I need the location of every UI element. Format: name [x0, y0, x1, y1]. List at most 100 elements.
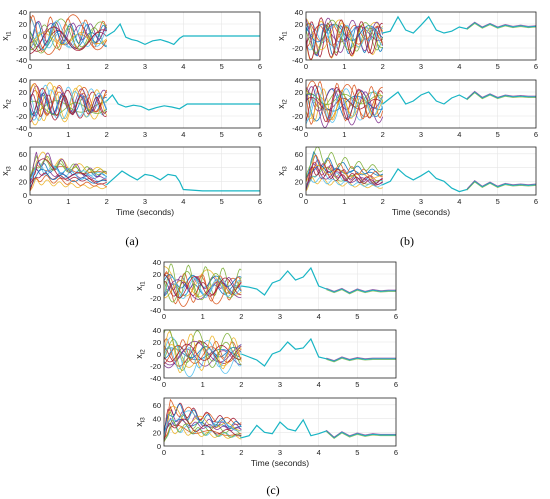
x-tick-label: 5: [496, 197, 500, 206]
y-tick-label: 0: [299, 191, 303, 200]
y-tick-label: 0: [157, 350, 161, 359]
agent-trajectory-line: [29, 175, 107, 190]
merged-series-line: [382, 15, 537, 34]
x-tick-label: 1: [342, 130, 346, 139]
agent-trajectory-line: [163, 403, 242, 434]
x-tick-label: 6: [394, 312, 398, 321]
merged-series-line: [241, 418, 396, 439]
agent-trajectory-line: [305, 164, 383, 183]
y-tick-label: 40: [153, 415, 161, 424]
x-tick-label: 5: [355, 448, 359, 457]
x-tick-label: 3: [419, 197, 423, 206]
merged-series-line: [382, 91, 536, 105]
y-tick-label: -40: [292, 124, 303, 133]
y-tick-label: 40: [295, 76, 303, 85]
y-tick-label: 40: [153, 258, 161, 267]
x-tick-label: 5: [496, 62, 500, 71]
x-tick-label: 0: [28, 197, 32, 206]
y-tick-label: -40: [16, 124, 27, 133]
agent-trajectory-line: [305, 176, 383, 190]
agent-trajectory-line: [163, 424, 242, 439]
converged-series-line: [466, 92, 536, 101]
agent-trajectory-line: [305, 84, 384, 123]
agent-trajectory-line: [29, 159, 107, 179]
x-tick-label: 1: [201, 448, 205, 457]
agent-trajectory-line: [29, 158, 107, 192]
y-tick-label: 0: [23, 100, 27, 109]
y-tick-label: 20: [295, 177, 303, 186]
x-tick-label: 0: [162, 312, 166, 321]
agent-trajectory-line: [305, 154, 383, 182]
y-tick-label: 60: [295, 150, 303, 159]
agent-trajectory-line: [305, 146, 383, 178]
y-tick-label: 60: [19, 150, 27, 159]
agent-trajectory-line: [305, 89, 384, 109]
x-tick-label: 4: [317, 380, 321, 389]
agent-trajectory-line: [163, 331, 242, 373]
y-tick-label: 20: [19, 88, 27, 97]
y-tick-label: 20: [19, 20, 27, 29]
y-tick-label: -20: [16, 44, 27, 53]
y-axis-label: xi3: [0, 166, 13, 176]
x-tick-label: 2: [381, 197, 385, 206]
x-tick-label: 4: [181, 62, 185, 71]
y-tick-label: -20: [292, 44, 303, 53]
converged-series-line: [466, 90, 536, 99]
axes-box: [163, 397, 397, 447]
y-axis-label: xi2: [0, 99, 13, 109]
agent-trajectory-line: [305, 80, 384, 126]
agent-trajectory-line: [163, 344, 242, 365]
y-tick-label: -40: [150, 306, 161, 315]
agent-trajectory-line: [305, 92, 384, 121]
axes-box: [163, 261, 397, 311]
converged-series-line: [326, 287, 396, 293]
y-tick-label: 20: [153, 270, 161, 279]
x-tick-label: 0: [304, 62, 308, 71]
x-tick-label: 0: [304, 197, 308, 206]
y-axis-label: xi2: [276, 99, 289, 109]
y-tick-label: 20: [295, 88, 303, 97]
x-tick-label: 6: [258, 130, 262, 139]
y-tick-label: -20: [16, 112, 27, 121]
agent-trajectory-line: [305, 96, 383, 111]
axes-box: [305, 11, 537, 61]
subplot-0-2: 0 20 40 60 0 1 2 3 4 5 6 xi3: [0, 146, 262, 206]
merged-series-line: [106, 22, 260, 46]
y-tick-label: 40: [19, 76, 27, 85]
converged-series-line: [326, 358, 396, 363]
y-tick-label: 40: [153, 326, 161, 335]
agent-trajectory-line: [163, 340, 242, 366]
y-tick-label: -40: [16, 56, 27, 65]
agent-trajectory-line: [305, 163, 383, 191]
x-tick-label: 1: [201, 380, 205, 389]
y-tick-label: -40: [292, 56, 303, 65]
x-tick-label: 0: [28, 62, 32, 71]
merged-series-line: [382, 167, 537, 193]
x-tick-label: 0: [162, 380, 166, 389]
agent-trajectory-line: [29, 87, 107, 123]
merged-series-line: [241, 337, 396, 367]
y-tick-label: 0: [157, 282, 161, 291]
agent-trajectory-line: [305, 17, 383, 61]
y-tick-label: 60: [153, 401, 161, 410]
merged-series-line: [241, 266, 396, 296]
axes-box: [163, 329, 397, 379]
agent-trajectory-line: [29, 161, 107, 180]
agent-trajectory-line: [29, 93, 108, 118]
y-axis-label: xi1: [134, 281, 147, 291]
x-tick-label: 0: [28, 130, 32, 139]
y-tick-label: 40: [295, 164, 303, 173]
agent-trajectory-line: [163, 271, 242, 305]
converged-series-line: [466, 23, 537, 30]
x-tick-label: 6: [534, 130, 538, 139]
y-tick-label: 0: [23, 191, 27, 200]
agent-trajectory-line: [305, 23, 383, 43]
y-tick-label: 40: [19, 164, 27, 173]
